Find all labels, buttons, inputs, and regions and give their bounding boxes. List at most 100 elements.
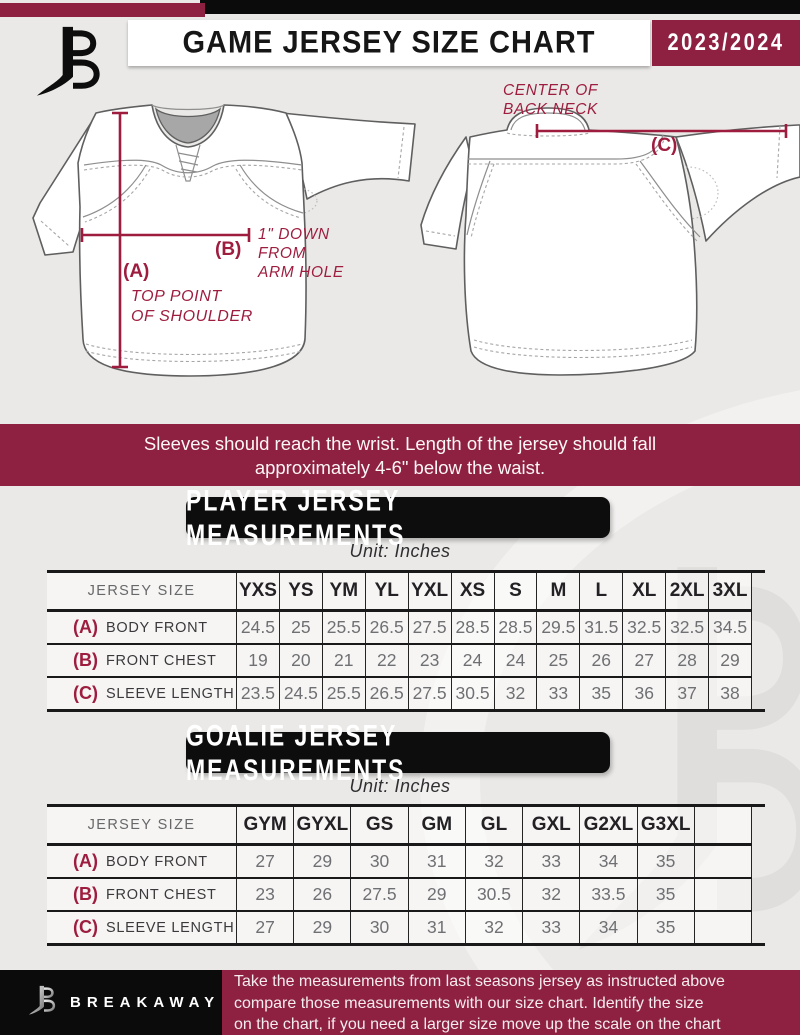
footer-line: compare those measurements with our size… (234, 994, 704, 1012)
player-measurements-table: JERSEY SIZE YXS YS YM YL YXL XS S M L XL 2XL 3XL (A) B… (47, 570, 765, 712)
footer-line: Take the measurements from last seasons … (234, 973, 725, 991)
table-cell: 21 (322, 645, 366, 676)
table-cell: 35 (637, 879, 695, 910)
shoulder-note: TOP POINT OF SHOULDER (131, 287, 253, 327)
table-cell: JERSEY SIZE (47, 807, 237, 843)
table-cell: GXL (523, 807, 581, 843)
table-header-row: JERSEY SIZE GYM GYXL GS GM GL GXL G2XL G3XL (47, 807, 752, 846)
table-cell: GYXL (294, 807, 352, 843)
top-stripe-black (200, 0, 800, 14)
table-cell: 33.5 (580, 879, 638, 910)
table-cell: 34 (580, 846, 638, 877)
footer-line: on the chart, if you need a larger size … (234, 1016, 721, 1034)
table-cell: (A) BODY FRONT (47, 612, 237, 643)
footer-brand-panel (0, 970, 222, 1035)
measure-c-tag: (C) (651, 135, 678, 156)
table-cell: 33 (523, 846, 581, 877)
table-cell: 32 (523, 879, 581, 910)
table-cell: 29 (294, 846, 352, 877)
table-cell: 27 (237, 912, 295, 943)
table-cell (694, 912, 752, 943)
table-cell: (A) BODY FRONT (47, 846, 237, 877)
table-cell: 31 (408, 846, 466, 877)
table-cell: 38 (709, 678, 752, 709)
table-cell: YM (322, 573, 366, 609)
table-cell: 23 (408, 645, 452, 676)
table-cell: 34 (580, 912, 638, 943)
table-cell: 32 (465, 846, 524, 877)
table-row: (C) SLEEVE LENGTH 23.5 24.5 25.5 26.5 27.5 30.5… (47, 678, 752, 709)
table-cell: GS (351, 807, 409, 843)
page-title-text: GAME JERSEY SIZE CHART (182, 25, 596, 60)
note-line: OF SHOULDER (131, 308, 253, 325)
table-cell: 29 (294, 912, 352, 943)
table-cell: 35 (637, 846, 695, 877)
table-cell: 29 (709, 645, 752, 676)
table-cell: 27 (623, 645, 667, 676)
measure-b-tag: (B) (215, 239, 242, 260)
table-cell: 35 (580, 678, 624, 709)
brand-name: BREAKAWAY (70, 994, 221, 1011)
table-row: (A) BODY FRONT 24.5 25 25.5 26.5 27.5 28.5 28.5 2… (47, 612, 752, 645)
table-cell: JERSEY SIZE (47, 573, 237, 609)
table-cell: (B) FRONT CHEST (47, 879, 237, 910)
page-title: GAME JERSEY SIZE CHART (128, 20, 650, 66)
measurement-lines (80, 111, 788, 369)
jersey-diagram (32, 104, 800, 377)
table-row: (A) BODY FRONT 27 29 30 31 32 33 34 35 (47, 846, 752, 879)
table-cell: 22 (365, 645, 409, 676)
table-cell: 26 (580, 645, 624, 676)
table-cell: 32.5 (623, 612, 667, 643)
table-cell: 23 (237, 879, 295, 910)
table-cell: 30 (351, 846, 409, 877)
footer-breakaway-logo (28, 985, 56, 1015)
note-line: 1" DOWN (258, 226, 330, 243)
table-row: (C) SLEEVE LENGTH 27 29 30 31 32 33 34 35 (47, 912, 752, 943)
table-cell: 24 (494, 645, 538, 676)
table-cell: (C) SLEEVE LENGTH (47, 912, 237, 943)
table-cell: 35 (637, 912, 695, 943)
banner-line: approximately 4-6" below the waist. (254, 456, 546, 478)
table-cell: 25 (537, 645, 581, 676)
front-jersey-diagram (32, 104, 416, 377)
table-cell: 20 (279, 645, 323, 676)
table-cell: 29.5 (537, 612, 581, 643)
banner-line: Sleeves should reach the wrist. Length o… (143, 433, 657, 454)
table-cell: 32 (465, 912, 524, 943)
goalie-unit-label: Unit: Inches (349, 776, 451, 796)
table-cell: S (494, 573, 538, 609)
note-line: BACK NECK (503, 101, 598, 118)
table-cell: 24.5 (279, 678, 323, 709)
table-cell (694, 846, 752, 877)
table-cell: GL (465, 807, 524, 843)
season-text: 2023/2024 (667, 28, 785, 56)
table-cell: 32 (494, 678, 538, 709)
table-cell: 30.5 (465, 879, 524, 910)
table-cell: L (580, 573, 624, 609)
table-cell: 28.5 (451, 612, 495, 643)
player-unit-label: Unit: Inches (349, 541, 451, 561)
table-cell: 27 (237, 846, 295, 877)
table-cell: G3XL (637, 807, 695, 843)
table-cell: 2XL (666, 573, 710, 609)
section-heading-text: PLAYER JERSEY MEASUREMENTS (186, 482, 406, 551)
table-cell: 25.5 (322, 678, 366, 709)
season-badge: 2023/2024 (652, 20, 800, 66)
note-line: TOP POINT (131, 288, 222, 305)
table-cell: XS (451, 573, 495, 609)
table-cell: 37 (666, 678, 710, 709)
table-cell: 33 (523, 912, 581, 943)
table-cell: 27.5 (408, 678, 452, 709)
table-cell: 25.5 (322, 612, 366, 643)
table-cell: (B) FRONT CHEST (47, 645, 237, 676)
table-cell: XL (623, 573, 667, 609)
table-cell: 30 (351, 912, 409, 943)
table-cell: (C) SLEEVE LENGTH (47, 678, 237, 709)
table-cell: 26.5 (365, 678, 409, 709)
table-cell: 32.5 (666, 612, 710, 643)
table-cell: 29 (408, 879, 466, 910)
table-cell: GYM (237, 807, 295, 843)
table-cell: YXL (408, 573, 452, 609)
table-cell: 31.5 (580, 612, 624, 643)
footer-instructions: Take the measurements from last seasons … (222, 970, 800, 1035)
